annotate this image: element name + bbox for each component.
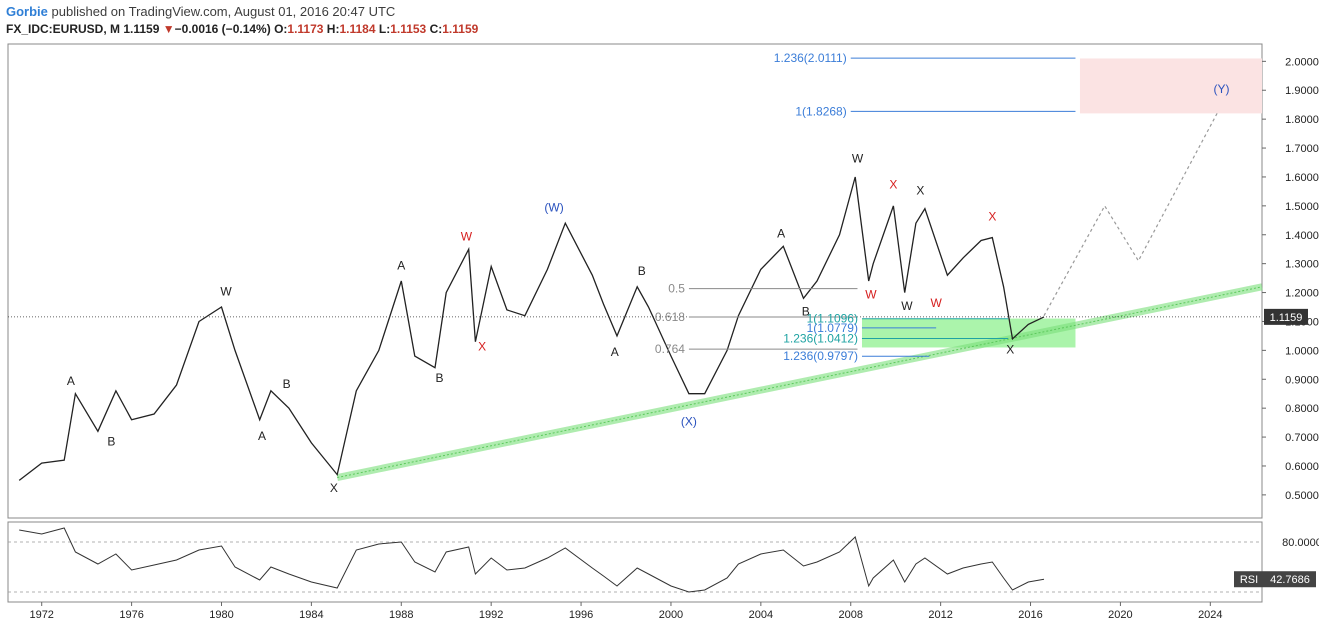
ohlc-legend: FX_IDC:EURUSD, M 1.1159 ▼−0.0016 (−0.14%…	[6, 22, 478, 36]
wave-label: X	[916, 183, 924, 197]
x-tick-label: 2020	[1108, 609, 1132, 621]
y-tick-label: 1.4000	[1285, 230, 1319, 242]
fib-label: 0.5	[668, 282, 685, 296]
fib-label: 1.236(0.9797)	[783, 349, 858, 363]
open-label: O:	[274, 22, 288, 36]
x-tick-label: 1996	[569, 609, 593, 621]
y-tick-label: 1.7000	[1285, 143, 1319, 155]
wave-label: X	[1006, 342, 1014, 356]
y-tick-label: 1.2000	[1285, 288, 1319, 300]
wave-label: W	[461, 230, 473, 244]
high-value: 1.1184	[339, 22, 376, 36]
rsi-name-badge	[1234, 571, 1264, 588]
publish-text: published on TradingView.com, August 01,…	[51, 4, 396, 19]
rsi-series-line	[19, 527, 1045, 593]
close-value: 1.1159	[442, 22, 479, 36]
wave-label: B	[802, 305, 810, 319]
y-tick-label: 0.7000	[1285, 432, 1319, 444]
y-tick-label: 0.8000	[1285, 403, 1319, 415]
x-tick-label: 2008	[838, 609, 862, 621]
y-tick-label: 1.0000	[1285, 345, 1319, 357]
price-series-line	[18, 176, 1045, 481]
price-change: −0.0016 (−0.14%)	[174, 22, 271, 36]
wave-label: A	[258, 429, 266, 443]
wave-label: X	[889, 178, 897, 192]
fib-label: 0.618	[655, 310, 685, 324]
wave-label: W	[930, 296, 942, 310]
x-tick-label: 1992	[479, 609, 503, 621]
y-tick-label: 1.9000	[1285, 85, 1319, 97]
x-tick-label: 1980	[209, 609, 233, 621]
y-tick-label: 0.9000	[1285, 374, 1319, 386]
zone-target	[1079, 58, 1262, 114]
down-arrow-icon: ▼	[162, 22, 175, 36]
y-tick-label: 0.6000	[1285, 461, 1319, 473]
wave-label: W	[865, 287, 877, 301]
rsi-value-badge	[1264, 571, 1316, 588]
y-tick-label: 2.0000	[1285, 56, 1319, 68]
projection-path	[1043, 113, 1218, 316]
symbol-label[interactable]: FX_IDC:EURUSD, M	[6, 22, 121, 36]
x-tick-label: 1976	[119, 609, 143, 621]
low-label: L:	[378, 22, 391, 36]
wave-label: (W)	[544, 201, 563, 215]
wave-label: X	[330, 481, 338, 495]
low-value: 1.1153	[390, 22, 427, 36]
fib-label: 1.236(1.0412)	[783, 331, 858, 345]
y-tick-label: 1.5000	[1285, 201, 1319, 213]
wave-label: W	[852, 152, 864, 166]
main-pane-frame	[7, 43, 1263, 519]
last-price-badge-text: 1.1159	[1270, 312, 1303, 324]
wave-label: W	[901, 299, 913, 313]
wave-label: A	[397, 258, 405, 272]
x-tick-label: 1988	[389, 609, 413, 621]
close-label: C:	[429, 22, 443, 36]
x-tick-label: 2004	[749, 609, 773, 621]
trendline	[337, 286, 1263, 479]
wave-label: W	[220, 284, 232, 298]
fib-label: 1(1.0779)	[807, 321, 858, 335]
wave-label: X	[478, 339, 486, 353]
x-tick-label: 1972	[29, 609, 53, 621]
wave-label: A	[67, 374, 75, 388]
y-tick-label: 1.6000	[1285, 172, 1319, 184]
x-tick-label: 2016	[1018, 609, 1042, 621]
fib-label: 1(1.1096)	[807, 312, 858, 326]
fib-label: 1(1.8268)	[795, 104, 846, 118]
wave-label: A	[777, 227, 785, 241]
wave-label: B	[435, 371, 443, 385]
y-tick-label: 0.5000	[1285, 490, 1319, 502]
wave-label: B	[638, 264, 646, 278]
author-link[interactable]: Gorbie	[6, 4, 48, 19]
chart-header: Gorbie published on TradingView.com, Aug…	[0, 0, 1319, 40]
last-price: 1.1159	[123, 22, 160, 36]
open-value: 1.1173	[287, 22, 324, 36]
rsi-pane-frame	[7, 521, 1263, 603]
last-price-badge	[1264, 308, 1308, 325]
high-label: H:	[326, 22, 340, 36]
wave-label: (X)	[681, 415, 697, 429]
wave-label: B	[283, 377, 291, 391]
wave-label: B	[107, 435, 115, 449]
y-tick-label: 1.3000	[1285, 259, 1319, 271]
x-tick-label: 2000	[659, 609, 683, 621]
rsi-value-text: 42.7686	[1270, 574, 1310, 586]
y-tick-label: 1.8000	[1285, 114, 1319, 126]
wave-label: (Y)	[1214, 82, 1230, 96]
rsi-name-text: RSI	[1240, 574, 1258, 586]
rsi-level-label: 80.0000	[1282, 537, 1319, 549]
fib-label: 0.764	[655, 342, 685, 356]
x-tick-label: 2012	[928, 609, 952, 621]
x-tick-label: 2024	[1198, 609, 1222, 621]
publish-info: Gorbie published on TradingView.com, Aug…	[6, 4, 395, 19]
fib-label: 1.236(2.0111)	[774, 51, 847, 65]
wave-label: X	[988, 209, 996, 223]
wave-label: A	[611, 345, 619, 359]
x-tick-label: 1984	[299, 609, 323, 621]
